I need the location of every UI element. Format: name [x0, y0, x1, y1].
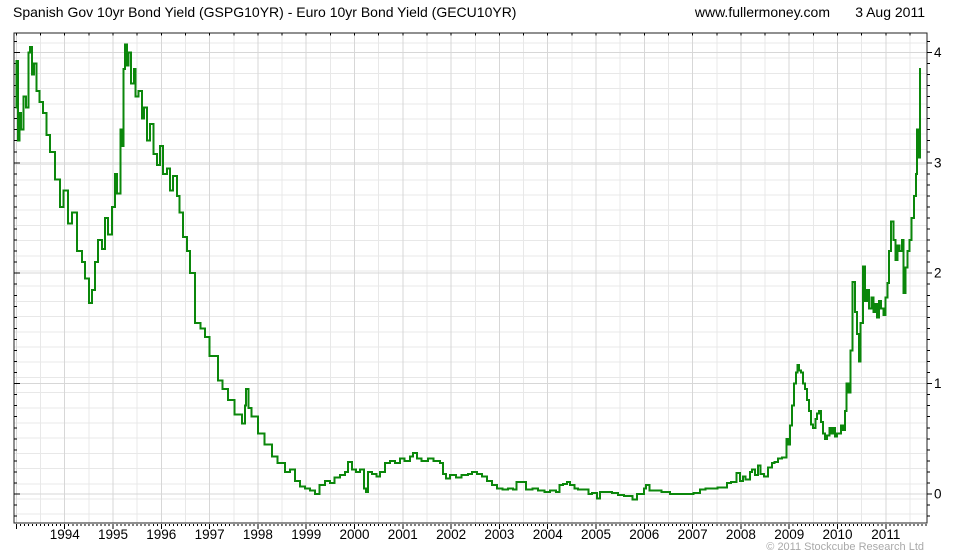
x-axis-tick-label: 2011 — [871, 527, 900, 542]
chart-title: Spanish Gov 10yr Bond Yield (GSPG10YR) -… — [13, 4, 517, 20]
y-axis-tick-label: 3 — [934, 155, 942, 170]
x-axis-tick-label: 2007 — [678, 527, 708, 542]
x-axis-tick-label: 2002 — [436, 527, 466, 542]
x-axis-tick-label: 2001 — [388, 527, 418, 542]
x-axis-tick-label: 1996 — [146, 527, 176, 542]
plot-border — [13, 32, 928, 524]
chart-date: 3 Aug 2011 — [855, 4, 925, 20]
x-axis-tick-label: 2006 — [629, 527, 659, 542]
x-axis-tick-label: 2008 — [726, 527, 756, 542]
x-axis-tick-label: 1998 — [243, 527, 273, 542]
x-axis-tick-label: 1999 — [291, 527, 321, 542]
copyright-notice: © 2011 Stockcube Research Ltd — [766, 541, 924, 553]
series-line-spread — [15, 43, 922, 501]
axis-ticks — [14, 33, 932, 529]
x-axis-tick-label: 1997 — [195, 527, 225, 542]
y-axis-tick-label: 4 — [934, 45, 942, 60]
y-axis-labels: 0 1 2 3 4 — [934, 45, 942, 502]
x-axis-tick-label: 2005 — [581, 527, 611, 542]
y-axis-tick-label: 0 — [934, 487, 942, 502]
x-axis-tick-label: 2004 — [533, 527, 564, 542]
y-axis-tick-label: 2 — [934, 266, 942, 281]
y-axis-tick-label: 1 — [934, 376, 942, 391]
grid-lines — [14, 33, 927, 523]
site-link-text: www.fullermoney.com — [694, 4, 830, 20]
x-axis-tick-label: 2009 — [774, 527, 804, 542]
x-axis-tick-label: 1995 — [98, 527, 128, 542]
x-axis-labels: 1994 1995 1996 1997 1998 1999 2000 2001 2002 2003… — [50, 527, 901, 542]
x-axis-tick-label: 1994 — [50, 527, 81, 542]
x-axis-tick-label: 2010 — [822, 527, 852, 542]
x-axis-tick-label: 2003 — [484, 527, 514, 542]
x-axis-tick-label: 2000 — [339, 527, 369, 542]
